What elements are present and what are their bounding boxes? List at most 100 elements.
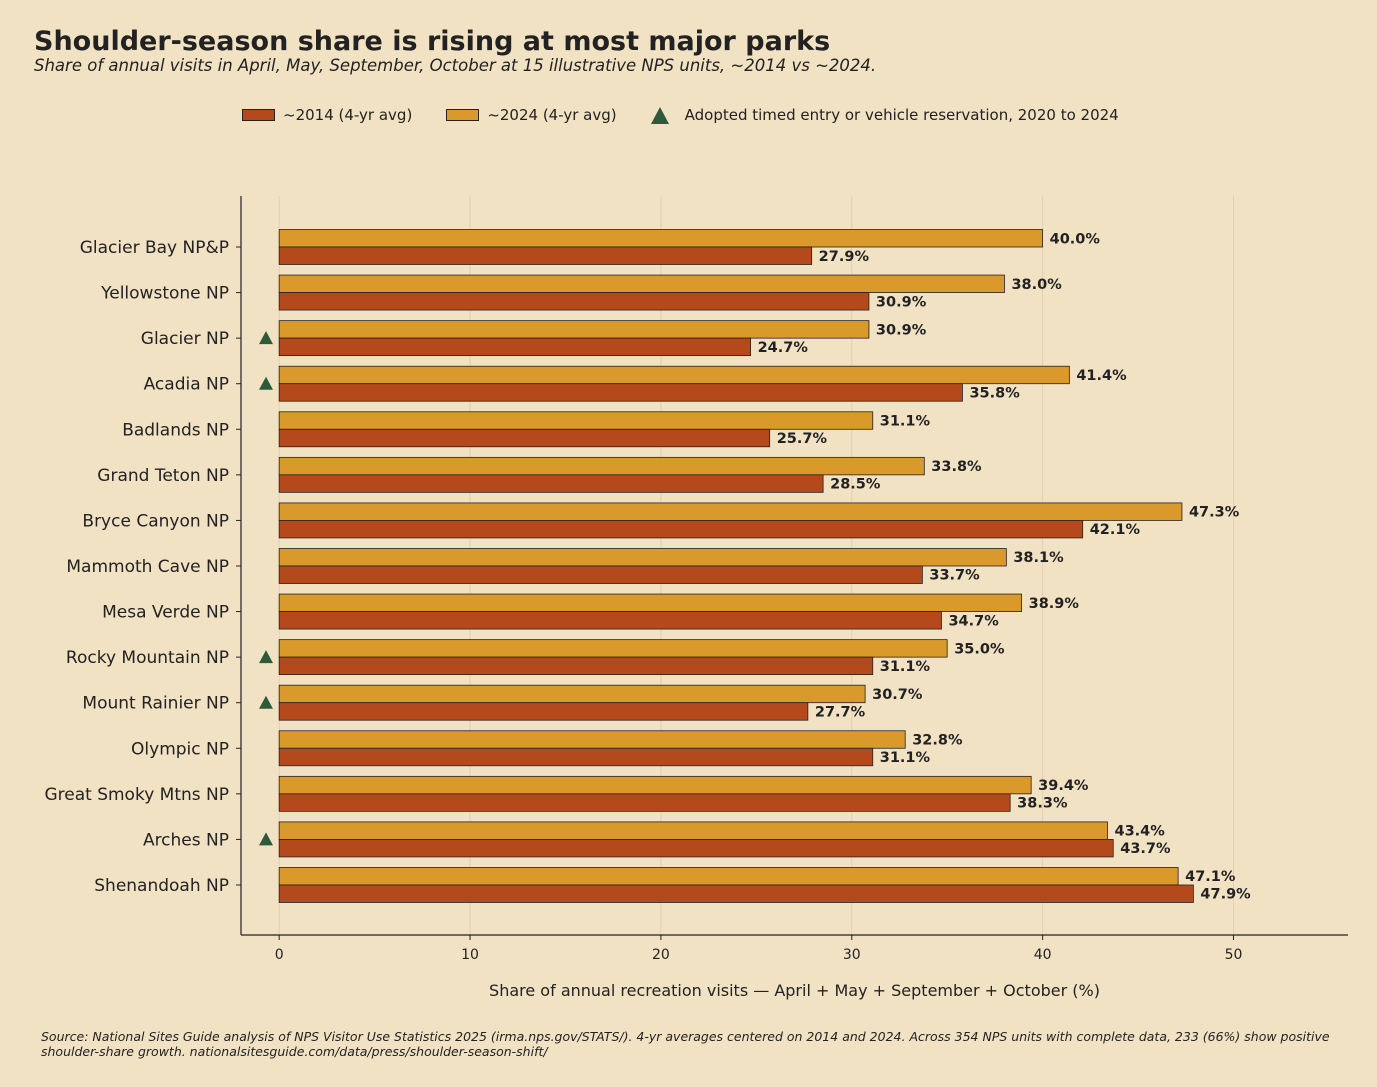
x-tick-label: 40 (1034, 947, 1052, 963)
category-label: Arches NP (143, 830, 229, 850)
data-label-2024: 38.9% (1029, 596, 1080, 612)
data-label-2024: 40.0% (1050, 231, 1101, 247)
legend-label-2014: ~2014 (4-yr avg) (283, 106, 413, 124)
category-label: Olympic NP (131, 739, 229, 759)
data-label-2014: 33.7% (929, 568, 980, 584)
bar-2024 (278, 456, 925, 476)
x-tick-label: 0 (275, 947, 284, 963)
bar-2024 (278, 730, 906, 749)
data-label-2024: 47.3% (1189, 505, 1240, 521)
bar-2024 (278, 411, 874, 430)
data-label-2024: 32.8% (912, 733, 963, 749)
category-label: Mount Rainier NP (82, 694, 229, 714)
bar-2014 (278, 383, 963, 402)
data-label-2014: 42.1% (1090, 522, 1141, 538)
data-label-2024: 31.1% (880, 414, 931, 430)
legend-item-2024: ~2024 (4-yr avg) (446, 106, 617, 124)
data-label-2024: 39.4% (1038, 778, 1089, 794)
bar-2024 (278, 867, 1179, 886)
data-label-2014: 34.7% (948, 613, 999, 629)
data-label-2024: 47.1% (1185, 869, 1236, 885)
data-label-2014: 30.9% (876, 294, 927, 310)
data-label-2024: 33.8% (931, 459, 982, 475)
bar-2014 (278, 292, 870, 311)
legend-label-2024: ~2024 (4-yr avg) (487, 106, 617, 124)
category-label: Glacier NP (141, 329, 229, 349)
bar-2014 (278, 656, 874, 676)
bar-2024 (278, 639, 948, 658)
data-label-2014: 43.7% (1120, 841, 1171, 857)
data-label-2024: 35.0% (954, 641, 1005, 657)
data-label-2014: 38.3% (1017, 796, 1068, 812)
x-axis-label: Share of annual recreation visits — Apri… (489, 981, 1100, 1000)
bar-2024 (278, 320, 870, 339)
category-label: Great Smoky Mtns NP (44, 785, 229, 805)
bar-chart: 40.0% 27.9% Glacier Bay NP&P 38.0% 30.9% Yell… (44, 196, 1348, 1000)
bar-2024 (278, 821, 1108, 840)
data-label-2014: 25.7% (777, 431, 828, 447)
triangle-marker-icon (650, 106, 669, 124)
bar-2014 (278, 611, 942, 630)
legend-label-timed-entry: Adopted timed entry or vehicle reservati… (684, 106, 1119, 124)
data-label-2014: 31.1% (880, 659, 931, 675)
bar-2024 (278, 502, 1183, 521)
bar-2024 (278, 684, 866, 704)
category-label: Grand Teton NP (97, 466, 229, 486)
bar-2024 (278, 274, 1005, 293)
category-label: Glacier Bay NP&P (80, 238, 229, 258)
data-label-2014: 24.7% (758, 340, 809, 356)
timed-entry-marker (259, 376, 273, 390)
category-label: Shenandoah NP (94, 876, 229, 896)
timed-entry-marker (259, 832, 273, 846)
timed-entry-marker (259, 331, 273, 345)
bar-2024 (278, 365, 1070, 385)
bar-2014 (278, 565, 923, 584)
bar-2014 (278, 337, 752, 357)
bar-2024 (278, 593, 1023, 612)
data-label-2024: 38.0% (1011, 277, 1062, 293)
data-label-2014: 31.1% (880, 750, 931, 766)
x-tick-label: 30 (843, 947, 861, 963)
category-label: Rocky Mountain NP (66, 648, 229, 668)
timed-entry-marker (259, 650, 273, 664)
bar-2014 (278, 520, 1084, 539)
chart-title: Shoulder-season share is rising at most … (34, 26, 831, 57)
data-label-2014: 35.8% (969, 385, 1020, 401)
data-label-2014: 27.9% (819, 249, 870, 265)
category-label: Mesa Verde NP (102, 603, 229, 623)
bar-2024 (278, 548, 1007, 567)
data-label-2014: 47.9% (1200, 887, 1251, 903)
bar-2014 (278, 793, 1011, 812)
bar-2024 (278, 775, 1032, 795)
data-label-2024: 43.4% (1115, 824, 1166, 840)
bar-2014 (278, 702, 809, 721)
bar-2014 (278, 246, 813, 265)
bar-2014 (278, 839, 1114, 858)
bar-2014 (278, 884, 1194, 903)
bar-2014 (278, 474, 824, 493)
data-label-2024: 30.7% (872, 687, 923, 703)
x-tick-label: 50 (1225, 947, 1243, 963)
data-label-2024: 30.9% (876, 322, 927, 338)
timed-entry-marker (259, 695, 273, 709)
bar-2014 (278, 428, 771, 448)
category-label: Badlands NP (122, 420, 229, 440)
bar-2024 (278, 229, 1044, 248)
source-note: Source: National Sites Guide analysis of… (41, 1029, 1330, 1059)
legend-item-2014: ~2014 (4-yr avg) (242, 106, 412, 124)
chart-subtitle: Share of annual visits in April, May, Se… (34, 56, 877, 75)
data-label-2024: 41.4% (1076, 368, 1127, 384)
category-label: Mammoth Cave NP (66, 557, 229, 577)
x-tick-label: 20 (652, 947, 670, 963)
data-label-2014: 28.5% (830, 477, 881, 493)
data-label-2014: 27.7% (815, 704, 866, 720)
x-tick-label: 10 (461, 947, 479, 963)
legend-swatch-2024 (446, 109, 480, 121)
legend: ~2014 (4-yr avg) ~2024 (4-yr avg) Adopte… (242, 106, 1153, 124)
category-label: Acadia NP (144, 375, 229, 395)
data-label-2024: 38.1% (1013, 550, 1064, 566)
legend-swatch-2014 (242, 109, 275, 121)
category-label: Bryce Canyon NP (82, 511, 229, 531)
bar-2014 (278, 747, 874, 767)
legend-item-timed-entry: Adopted timed entry or vehicle reservati… (650, 106, 1119, 124)
